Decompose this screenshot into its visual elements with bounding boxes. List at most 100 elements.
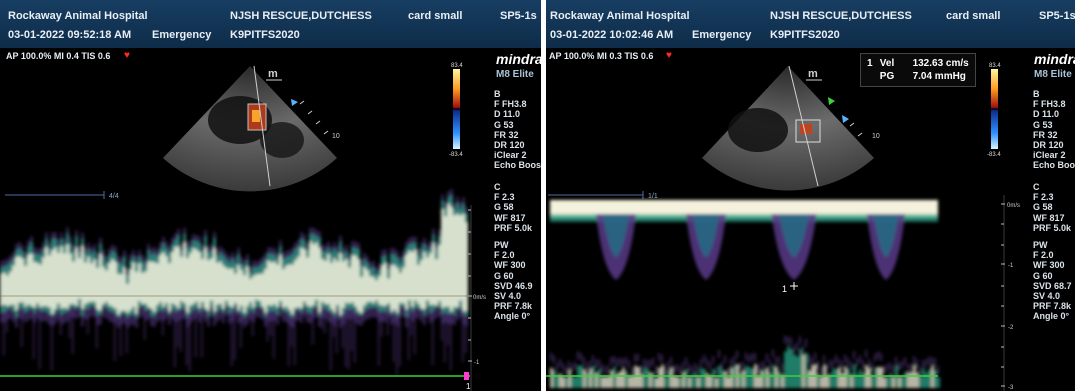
right-exam-type: Emergency	[692, 29, 752, 41]
velocity-measurement-box: 1 Vel 132.63 cm/s PG 7.04 mmHg	[860, 53, 976, 87]
left-color-params: C F 2.3 G 58 WF 817 PRF 5.0k	[494, 182, 532, 233]
right-probe-id: SP5-1s	[1039, 10, 1075, 22]
right-patient-name: NJSH RESCUE,DUTCHESS	[770, 10, 912, 22]
param-line: F 2.0	[1033, 250, 1054, 261]
focus-marker-icon	[828, 97, 835, 105]
left-doppler-spectrum	[0, 189, 468, 376]
vel-label: Vel	[879, 58, 895, 69]
param-line: WF 300	[1033, 260, 1065, 271]
left-patient-name: NJSH RESCUE,DUTCHESS	[230, 10, 372, 22]
param-line: SV 4.0	[494, 291, 522, 302]
param-line: F 2.3	[494, 192, 515, 203]
right-sector-mode-label: m	[808, 68, 818, 80]
left-patient-id: K9PITFS2020	[230, 29, 300, 41]
left-image-area: m 10 83.4 -83.4 4/4 0m/s -1 1	[0, 63, 486, 391]
param-line: PRF 5.0k	[494, 222, 533, 233]
pg-label: PG	[879, 71, 895, 82]
left-model-name: M8 Elite	[496, 69, 534, 80]
left-probe-name: card small	[408, 10, 463, 22]
param-line: PRF 5.0k	[1033, 222, 1072, 233]
right-scale-bottom: -83.4	[987, 152, 1001, 158]
right-power-line: AP 100.0% MI 0.3 TIS 0.6	[549, 51, 654, 61]
left-scale-top: 83.4	[451, 63, 463, 69]
param-pw-title: PW	[494, 240, 509, 250]
left-datetime: 03-01-2022 09:52:18 AM	[8, 29, 132, 41]
param-line: D 11.0	[494, 109, 521, 120]
right-axis-label-3: -3	[1008, 385, 1014, 391]
right-datetime: 03-01-2022 10:02:46 AM	[550, 29, 674, 41]
right-zero-label: 0m/s	[1007, 203, 1020, 209]
param-line: PRF 7.8k	[494, 301, 533, 312]
right-probe-name: card small	[946, 10, 1001, 22]
param-line: G 58	[494, 202, 514, 213]
focus-marker-icon	[842, 115, 849, 123]
param-line: G 53	[1033, 119, 1053, 130]
param-line: SVD 68.7	[1033, 280, 1072, 291]
heart-icon: ♥	[666, 50, 672, 61]
left-scale-ratio: 4/4	[109, 193, 119, 200]
param-c-title: C	[1033, 182, 1040, 192]
param-line: iClear 2	[1033, 150, 1066, 161]
color-scale-bar	[453, 69, 460, 149]
right-depth-mark: 10	[872, 133, 880, 140]
right-patient-id: K9PITFS2020	[770, 29, 840, 41]
right-b-mode-params: B F FH3.8 D 11.0 G 53 FR 32 DR 120 iClea…	[1033, 89, 1075, 171]
param-line: F FH3.8	[1033, 99, 1066, 110]
param-line: WF 300	[494, 260, 526, 271]
left-frame-marker	[464, 372, 469, 380]
param-line: G 60	[494, 270, 514, 281]
right-doppler-spectrum	[550, 200, 940, 388]
right-header	[546, 0, 1075, 48]
left-hospital-name: Rockaway Animal Hospital	[8, 10, 148, 22]
left-marker-1: 1	[466, 382, 471, 391]
left-exam-type: Emergency	[152, 29, 212, 41]
heart-icon: ♥	[124, 50, 130, 61]
cursor-crosshair-icon	[790, 282, 798, 290]
left-scale-bottom: -83.4	[449, 152, 463, 158]
right-pw-params: PW F 2.0 WF 300 G 60 SVD 68.7 SV 4.0 PRF…	[1033, 240, 1072, 322]
param-line: WF 817	[494, 212, 526, 223]
right-axis-label-1: -1	[1008, 263, 1014, 269]
color-scale-bar	[991, 69, 998, 149]
right-color-params: C F 2.3 G 58 WF 817 PRF 5.0k	[1033, 182, 1071, 233]
param-b-title: B	[494, 89, 501, 99]
left-sector-mode-label: m	[268, 68, 278, 80]
param-line: Echo Boost	[494, 160, 541, 171]
param-line: WF 817	[1033, 212, 1065, 223]
param-line: iClear 2	[494, 150, 527, 161]
param-line: Angle 0°	[494, 311, 531, 322]
param-line: Echo Boost	[1033, 160, 1075, 171]
param-line: F FH3.8	[494, 99, 527, 110]
cursor-line	[788, 65, 819, 187]
focus-marker-icon	[291, 99, 298, 106]
param-line: G 58	[1033, 202, 1053, 213]
right-image-area: m 10 83.4 -83.4 1/1 1 0m/s -1 -2 -3	[546, 63, 1020, 391]
right-vendor-logo: mindray	[1034, 51, 1075, 67]
param-line: F 2.0	[494, 250, 515, 261]
param-line: G 53	[494, 119, 514, 130]
param-line: FR 32	[494, 129, 519, 140]
left-power-line: AP 100.0% MI 0.4 TIS 0.6	[6, 51, 111, 61]
param-line: PRF 7.8k	[1033, 301, 1072, 312]
pg-value: 7.04 mmHg	[912, 71, 966, 82]
right-cursor-label: 1	[782, 284, 787, 294]
param-line: G 60	[1033, 270, 1053, 281]
left-zero-label: 0m/s	[473, 295, 486, 301]
right-scale-ratio: 1/1	[648, 193, 658, 200]
right-axis-label-2: -2	[1008, 325, 1014, 331]
left-probe-id: SP5-1s	[500, 10, 537, 22]
cursor-line	[253, 65, 271, 187]
sector-image	[702, 66, 874, 191]
param-line: DR 120	[494, 140, 525, 151]
param-pw-title: PW	[1033, 240, 1048, 250]
right-scale-top: 83.4	[989, 63, 1001, 69]
left-axis-label-1: -1	[474, 360, 480, 366]
param-line: Angle 0°	[1033, 311, 1070, 322]
left-depth-mark: 10	[332, 133, 340, 140]
left-header	[0, 0, 541, 48]
param-line: SVD 46.9	[494, 280, 533, 291]
left-vendor-logo: mindray	[496, 51, 541, 67]
param-line: F 2.3	[1033, 192, 1054, 203]
vel-value: 132.63 cm/s	[912, 58, 969, 69]
right-ultrasound-panel: Rockaway Animal Hospital NJSH RESCUE,DUT…	[546, 0, 1075, 391]
